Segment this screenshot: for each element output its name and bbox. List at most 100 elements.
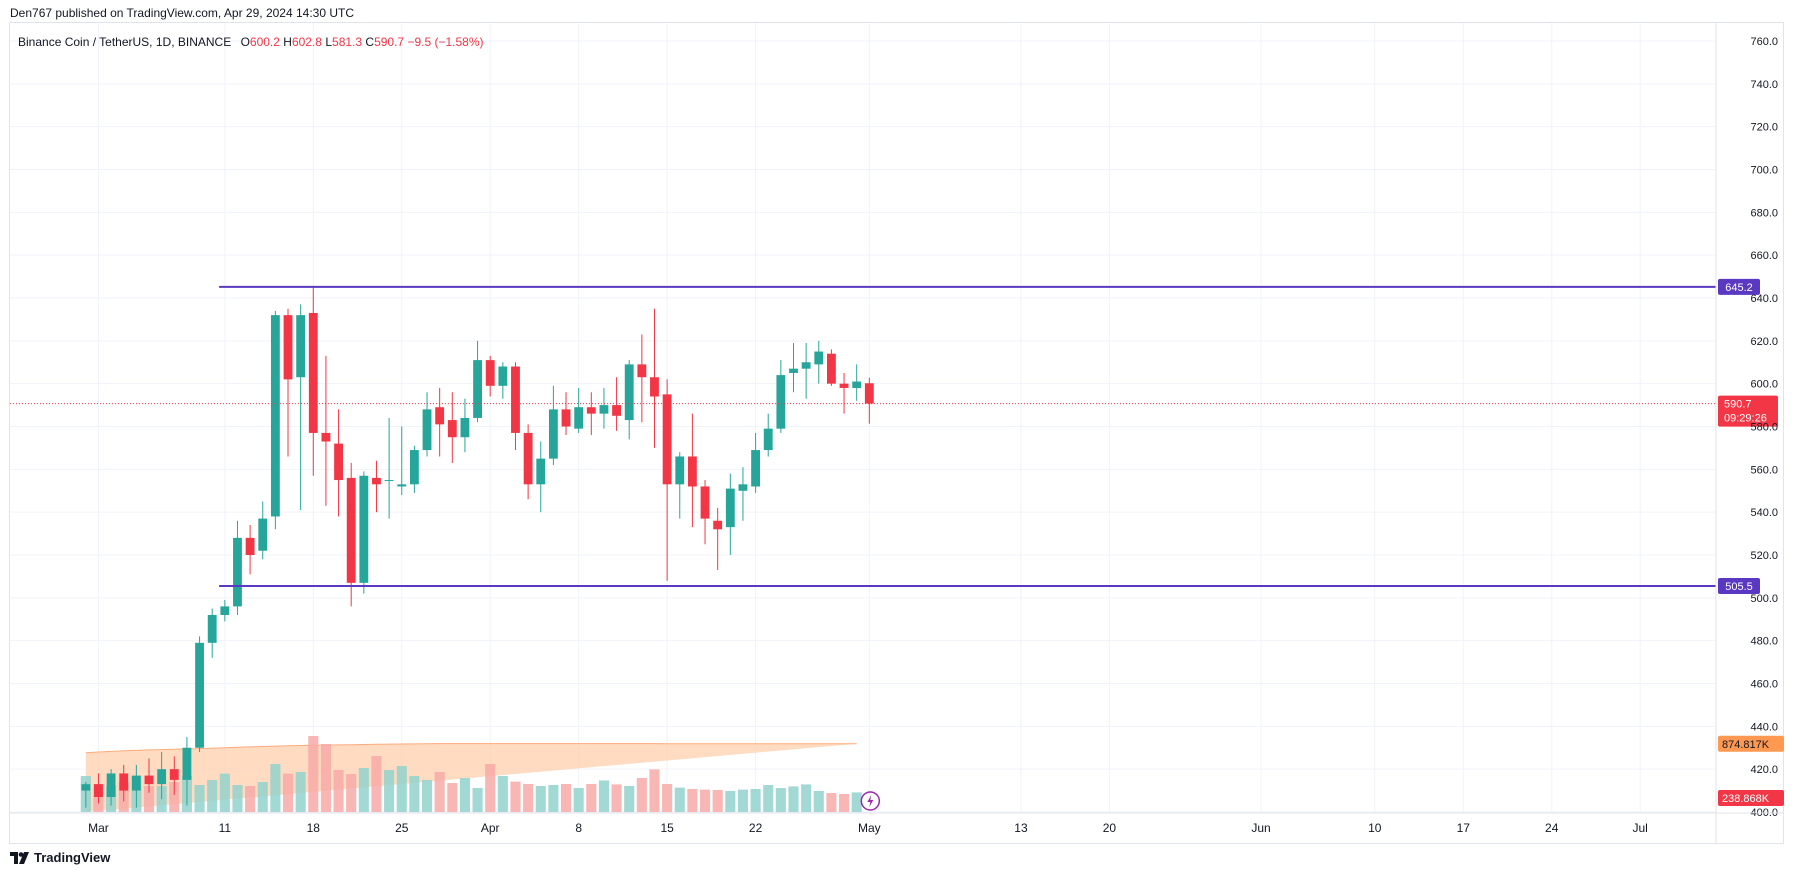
volume-bar (838, 794, 850, 812)
volume-bar (270, 764, 281, 812)
volume-bar (586, 784, 597, 812)
volume-bar (207, 780, 218, 812)
y-tick-label: 500.0 (1750, 593, 1778, 605)
candle-body (422, 409, 432, 451)
y-tick-label: 680.0 (1750, 207, 1778, 219)
volume-bar (624, 786, 635, 812)
candle-body (675, 456, 685, 485)
legend-open-label: O (240, 35, 250, 49)
candle-body (346, 477, 356, 583)
last-price-label: 590.7 (1724, 399, 1752, 411)
candle-body (372, 477, 381, 485)
candle-body (801, 362, 811, 369)
candle-body (536, 458, 546, 485)
candle-body (119, 773, 129, 791)
candle-body (258, 518, 268, 551)
volume-bar (497, 776, 508, 812)
volume-bar (245, 786, 256, 812)
x-tick-label: 11 (219, 821, 232, 835)
y-tick-label: 580.0 (1750, 422, 1778, 434)
candle-body (195, 642, 204, 748)
volume-bar (611, 784, 622, 812)
volume-bar (674, 787, 685, 812)
volume-bar (750, 789, 761, 812)
volume-bar (573, 788, 584, 812)
y-tick-label: 520.0 (1750, 550, 1778, 562)
x-tick-label: Apr (481, 821, 500, 835)
volume-bar (409, 776, 420, 812)
legend-low-label: L (325, 35, 333, 49)
y-tick-label: 420.0 (1750, 764, 1778, 776)
price-levels: 645.2 505.5 590.7 09:29:26 874.817K 238.868K (10, 278, 1784, 806)
y-tick-label: 720.0 (1750, 122, 1778, 134)
volume-bar (737, 789, 749, 812)
candle-body (106, 773, 116, 798)
candle-body (700, 486, 710, 519)
price-level-badge (1718, 578, 1760, 595)
candle-body (548, 409, 558, 459)
price-level-label: 645.2 (1725, 282, 1753, 294)
candle-body (725, 488, 735, 528)
volume-bar (257, 782, 268, 812)
candle-body (384, 480, 394, 482)
volume-bar (194, 785, 205, 812)
x-tick-label: 20 (1103, 821, 1117, 835)
volume-bar (282, 773, 294, 812)
candle-body (169, 769, 179, 780)
volume-bar (333, 770, 344, 812)
candle-body (662, 394, 672, 485)
candle-body (776, 375, 786, 429)
volume-bar (421, 780, 433, 812)
volume-bar (636, 778, 647, 812)
candle-body (447, 420, 457, 438)
candle-body (624, 364, 634, 421)
volume-bar (523, 784, 534, 812)
candle-body (245, 537, 255, 555)
x-tick-label: Jul (1633, 821, 1648, 835)
volume-bar (788, 786, 799, 812)
volume-bar (775, 788, 786, 812)
candle-body (763, 428, 773, 451)
chart-frame (9, 22, 1784, 844)
volume-bar (510, 781, 521, 812)
candle-body (321, 432, 331, 442)
price-level-label: 505.5 (1725, 581, 1753, 593)
candle-body (144, 775, 154, 785)
x-tick-label: 15 (660, 821, 674, 835)
x-tick-label: 25 (395, 821, 409, 835)
volume-bar (396, 766, 407, 812)
x-tick-label: 18 (307, 821, 321, 835)
y-tick-label: 480.0 (1750, 636, 1778, 648)
chart-grid (10, 23, 1716, 813)
candle-body (586, 407, 596, 414)
volume-last-badge (1718, 790, 1784, 806)
tradingview-footer[interactable]: TradingView (10, 850, 110, 865)
volume-bar (232, 785, 243, 812)
volume-bar (725, 791, 736, 812)
event-markers (860, 791, 881, 811)
y-tick-label: 600.0 (1750, 379, 1778, 391)
candle-body (839, 383, 849, 388)
candle-body (283, 315, 293, 380)
x-tick-label: Mar (88, 821, 109, 835)
y-tick-label: 760.0 (1750, 36, 1778, 48)
legend-close-value: 590.7 (374, 35, 405, 49)
y-tick-label: 560.0 (1750, 464, 1778, 476)
candle-body (220, 606, 230, 615)
candle-body (789, 368, 798, 373)
x-tick-label: May (858, 821, 881, 835)
symbol-legend: Binance Coin / TetherUS, 1D, BINANCE O60… (18, 35, 484, 49)
candle-body (397, 484, 407, 487)
volume-ma-label: 874.817K (1722, 739, 1770, 751)
countdown-label: 09:29:26 (1724, 413, 1767, 425)
x-tick-label: 13 (1014, 821, 1028, 835)
candle-body (157, 769, 167, 785)
candle-body (561, 409, 571, 427)
x-tick-label: 10 (1368, 821, 1382, 835)
volume-ma-line (85, 743, 857, 754)
candle-body (94, 784, 103, 798)
volume-bar (801, 784, 812, 812)
volume-bar (649, 769, 660, 812)
volume-bar (851, 792, 862, 812)
